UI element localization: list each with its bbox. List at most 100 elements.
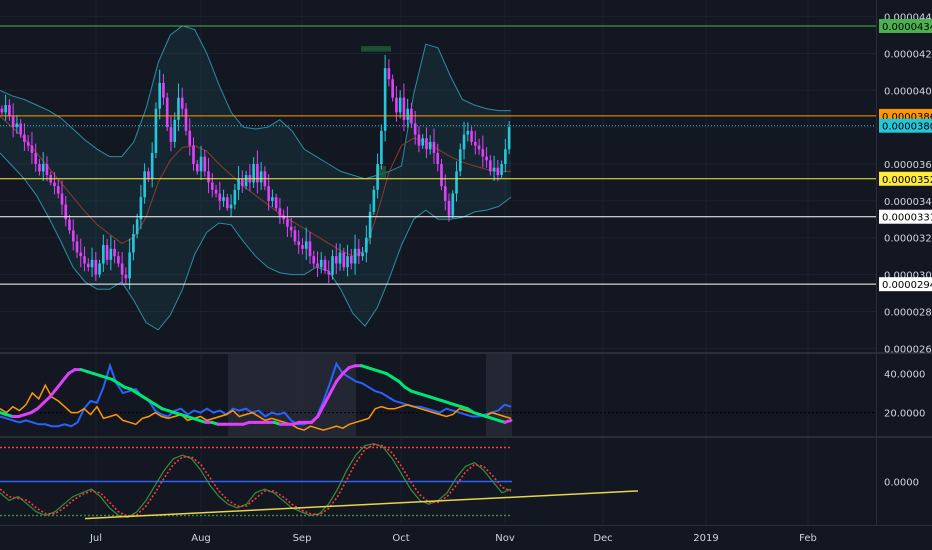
candle-body[interactable] <box>113 248 116 257</box>
candle-body[interactable] <box>398 97 402 113</box>
candle-body[interactable] <box>308 241 312 257</box>
candle-body[interactable] <box>192 145 195 165</box>
candle-body[interactable] <box>90 259 94 268</box>
candle-body[interactable] <box>301 245 304 249</box>
candle-body[interactable] <box>432 141 436 153</box>
candle-body[interactable] <box>45 164 49 176</box>
candle-body[interactable] <box>451 193 455 216</box>
candle-body[interactable] <box>162 82 165 98</box>
candlesticks[interactable] <box>0 54 511 290</box>
candle-body[interactable] <box>447 200 451 216</box>
candle-body[interactable] <box>237 178 240 190</box>
candle-body[interactable] <box>357 248 361 257</box>
candle-body[interactable] <box>304 241 308 249</box>
candle-body[interactable] <box>154 108 158 153</box>
candle-body[interactable] <box>274 197 278 209</box>
candle-body[interactable] <box>477 145 481 150</box>
candle-body[interactable] <box>139 197 143 220</box>
candle-body[interactable] <box>203 156 207 172</box>
candle-body[interactable] <box>143 171 146 198</box>
candle-body[interactable] <box>376 164 379 190</box>
candle-body[interactable] <box>177 97 180 120</box>
candle-body[interactable] <box>214 189 218 194</box>
candle-body[interactable] <box>342 252 346 268</box>
candle-body[interactable] <box>417 134 421 146</box>
trendline[interactable] <box>84 490 639 520</box>
candle-body[interactable] <box>365 237 368 253</box>
candle-body[interactable] <box>286 219 289 227</box>
candle-body[interactable] <box>489 160 492 172</box>
candle-body[interactable] <box>0 108 4 113</box>
candle-body[interactable] <box>102 245 105 264</box>
candle-body[interactable] <box>428 141 432 150</box>
candle-body[interactable] <box>135 219 139 235</box>
candle-body[interactable] <box>75 241 79 253</box>
candle-body[interactable] <box>19 123 22 135</box>
candle-body[interactable] <box>353 248 357 264</box>
candle-body[interactable] <box>241 178 244 187</box>
candle-body[interactable] <box>473 141 477 146</box>
candle-body[interactable] <box>53 182 56 187</box>
candle-body[interactable] <box>105 245 109 260</box>
candle-body[interactable] <box>458 149 462 172</box>
time-axis[interactable]: Jul Aug Sep Oct Nov Dec 2019 Feb <box>89 533 817 544</box>
candle-body[interactable] <box>481 149 485 157</box>
candle-body[interactable] <box>222 197 225 201</box>
candle-body[interactable] <box>278 208 282 216</box>
candle-body[interactable] <box>218 193 222 201</box>
candle-body[interactable] <box>455 171 458 194</box>
candle-body[interactable] <box>165 97 169 128</box>
candle-body[interactable] <box>79 252 83 257</box>
stochastic-rsi-pane[interactable] <box>0 443 639 520</box>
candle-body[interactable] <box>226 197 229 209</box>
candle-body[interactable] <box>402 97 406 120</box>
candle-body[interactable] <box>117 256 120 264</box>
candle-body[interactable] <box>158 82 162 109</box>
candle-body[interactable] <box>71 230 75 242</box>
candle-body[interactable] <box>233 189 237 205</box>
candle-body[interactable] <box>383 68 387 131</box>
candle-body[interactable] <box>507 127 511 150</box>
candle-body[interactable] <box>188 130 192 146</box>
candle-body[interactable] <box>120 263 124 275</box>
candle-body[interactable] <box>256 164 259 183</box>
candle-body[interactable] <box>244 175 248 187</box>
candle-body[interactable] <box>293 230 297 242</box>
candle-body[interactable] <box>26 141 30 146</box>
candle-body[interactable] <box>334 256 338 264</box>
candle-body[interactable] <box>436 152 440 165</box>
candle-body[interactable] <box>56 186 60 194</box>
candle-body[interactable] <box>86 263 90 268</box>
candle-body[interactable] <box>466 130 470 135</box>
candle-body[interactable] <box>500 164 503 176</box>
candle-body[interactable] <box>271 197 274 201</box>
candle-body[interactable] <box>331 256 334 275</box>
candle-body[interactable] <box>147 171 150 179</box>
candle-body[interactable] <box>349 256 353 264</box>
candle-body[interactable] <box>184 108 188 131</box>
candle-body[interactable] <box>207 171 210 183</box>
candle-body[interactable] <box>267 186 270 201</box>
candle-body[interactable] <box>372 189 376 212</box>
candle-body[interactable] <box>485 156 488 161</box>
candle-body[interactable] <box>252 164 255 183</box>
candle-body[interactable] <box>173 119 177 142</box>
candle-body[interactable] <box>30 145 34 153</box>
candle-body[interactable] <box>380 130 383 165</box>
candle-body[interactable] <box>289 226 293 231</box>
candle-body[interactable] <box>41 164 45 172</box>
candle-body[interactable] <box>470 130 473 142</box>
candle-body[interactable] <box>282 215 285 220</box>
candle-body[interactable] <box>210 182 214 190</box>
candle-body[interactable] <box>83 256 86 264</box>
candle-body[interactable] <box>421 138 425 146</box>
candle-body[interactable] <box>504 149 507 165</box>
candle-body[interactable] <box>169 127 173 142</box>
candle-body[interactable] <box>391 79 394 98</box>
candle-body[interactable] <box>124 274 128 279</box>
candle-body[interactable] <box>195 164 199 172</box>
candle-body[interactable] <box>15 123 19 128</box>
candle-body[interactable] <box>462 134 466 150</box>
candle-body[interactable] <box>38 164 41 172</box>
